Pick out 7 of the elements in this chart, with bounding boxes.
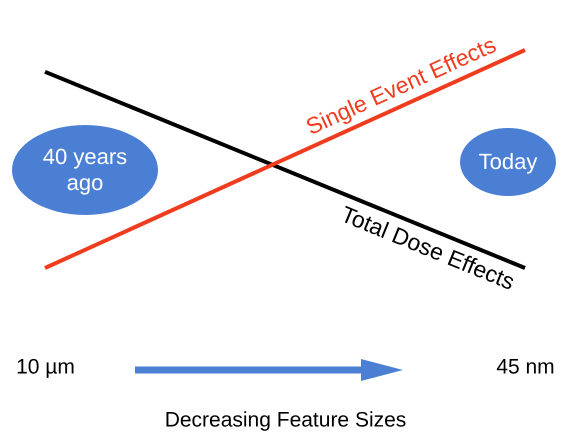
x-axis-title: Decreasing Feature Sizes [164, 408, 406, 432]
annotation: 40 years ago [42, 142, 128, 197]
text: Total Dose Effects [337, 200, 518, 295]
x-tick-label: 45 nm [496, 356, 555, 378]
annotation: Today [478, 148, 538, 174]
x-tick-label: 10 µm [16, 356, 75, 378]
text: Single Event Effects [302, 31, 500, 140]
